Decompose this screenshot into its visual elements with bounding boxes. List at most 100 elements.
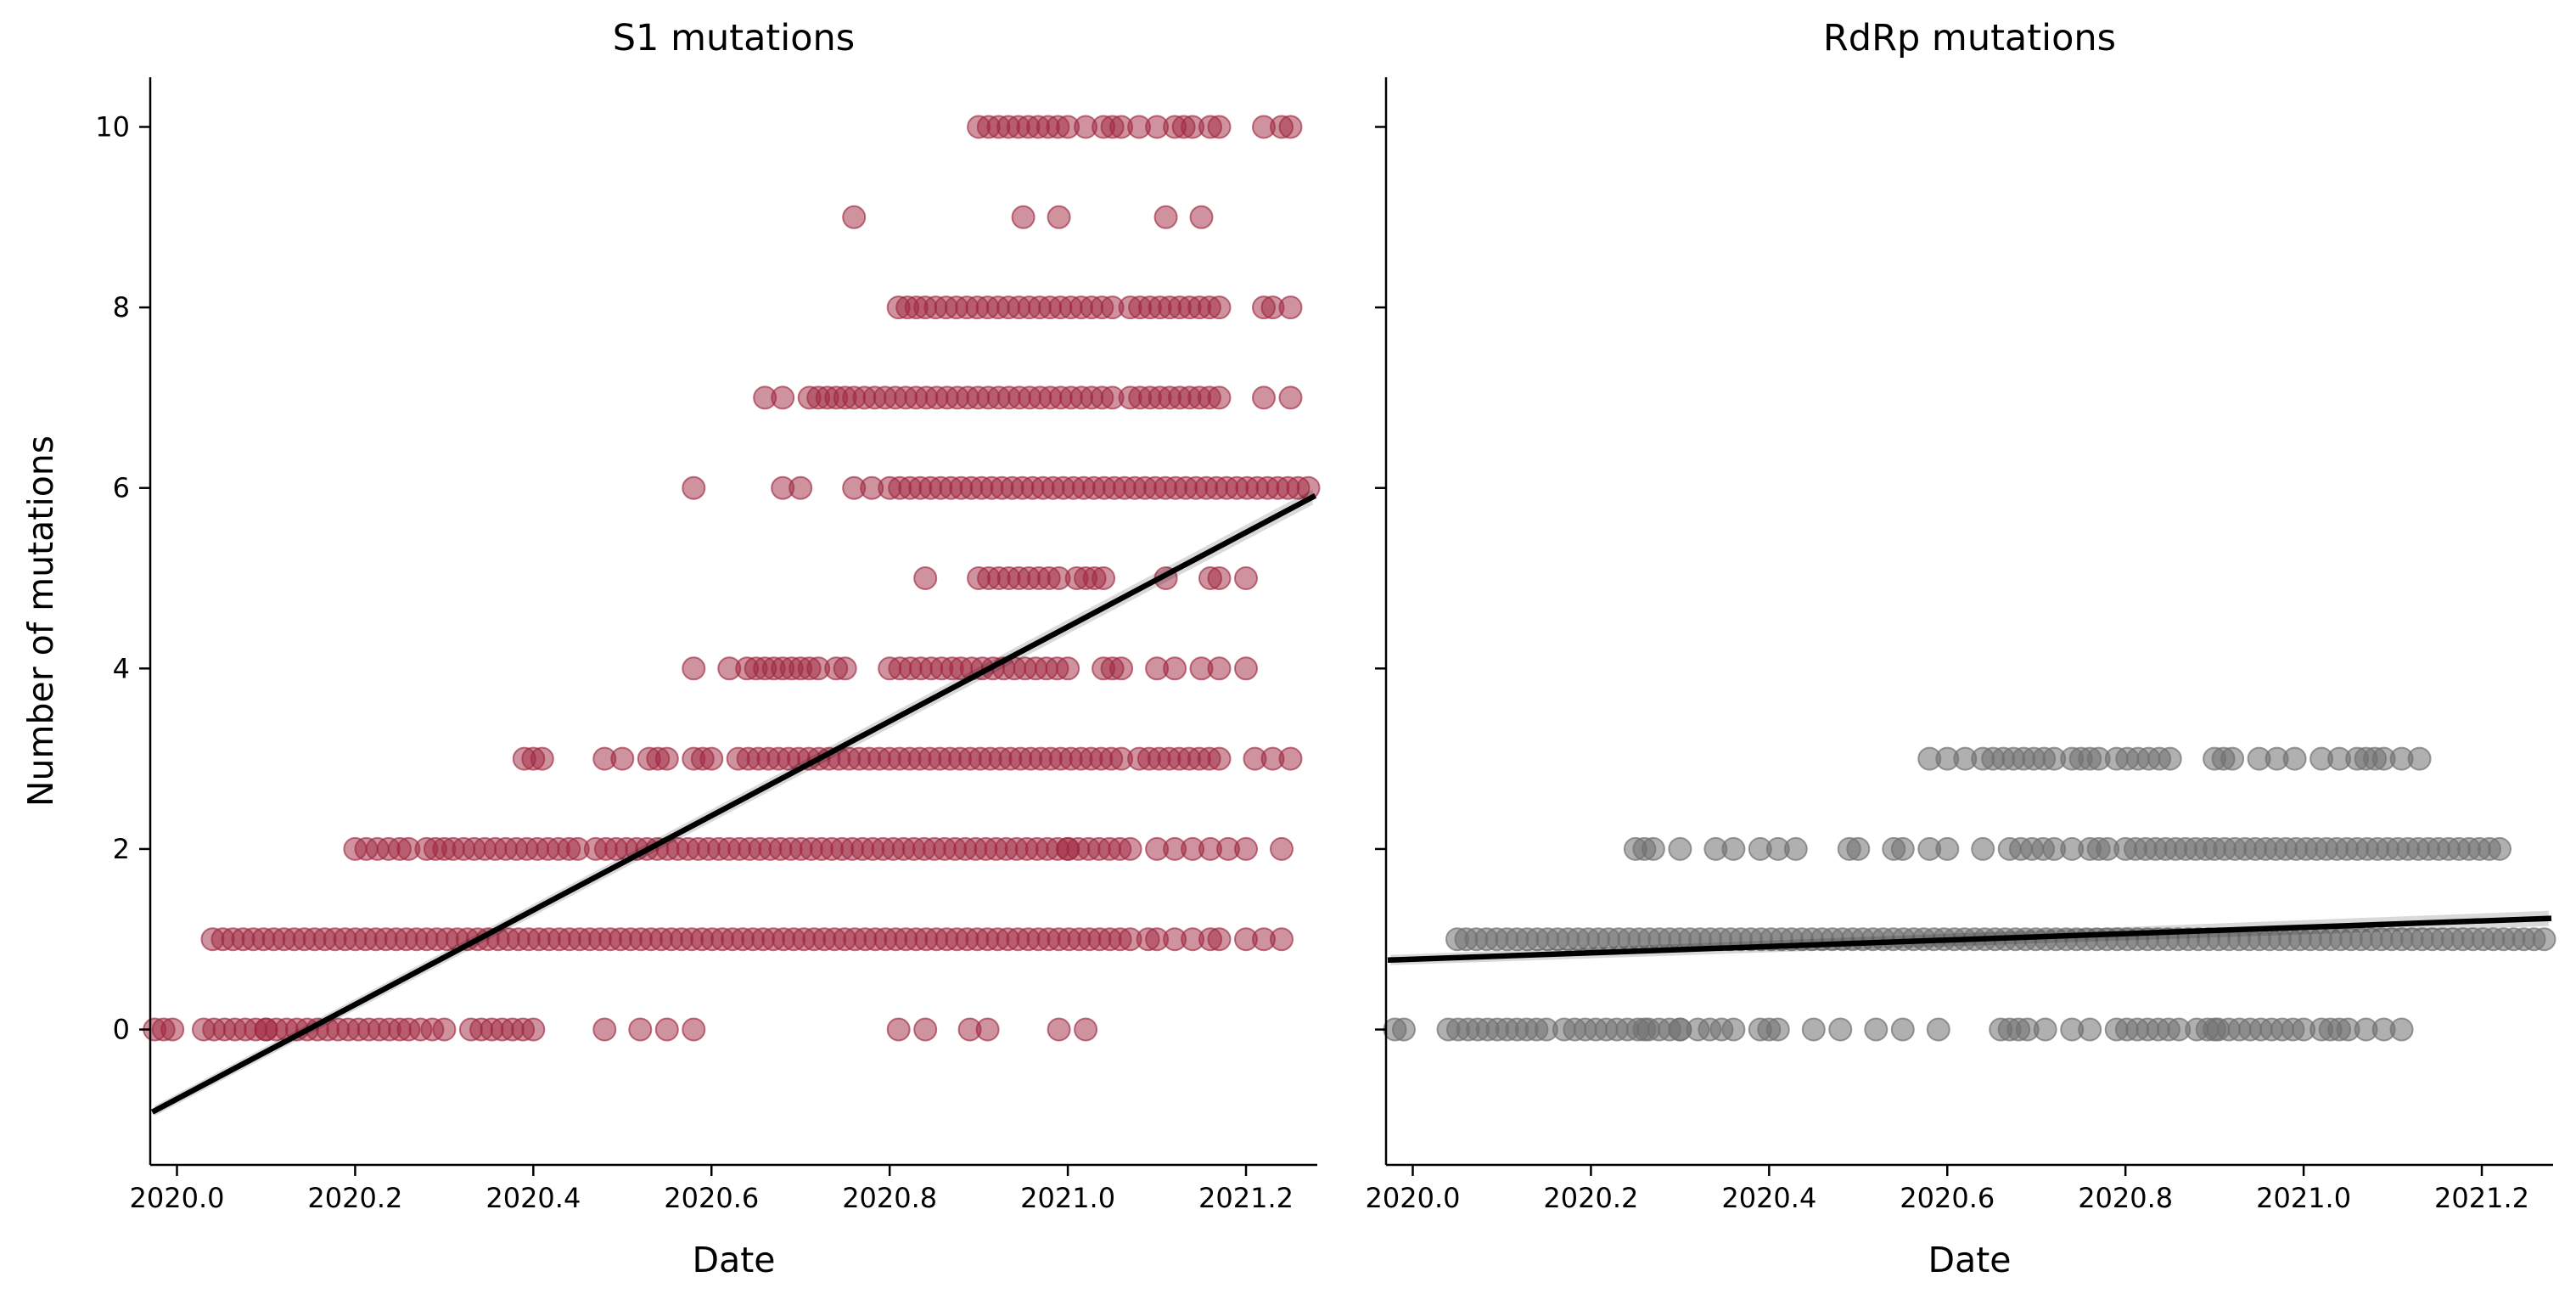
data-point: [1234, 566, 1258, 590]
data-point: [1926, 1017, 1950, 1042]
data-point: [530, 746, 554, 771]
y-axis-label: Number of mutations: [20, 436, 61, 807]
data-point: [886, 1017, 911, 1042]
data-point: [1092, 115, 1116, 139]
scatter-points: [1383, 746, 2556, 1042]
data-point: [1011, 205, 1035, 229]
data-point: [2060, 836, 2085, 861]
data-point: [2532, 927, 2556, 952]
data-point: [860, 475, 884, 500]
data-point: [1846, 836, 1871, 861]
data-point: [1047, 1017, 1071, 1042]
data-point: [1278, 115, 1303, 139]
data-point: [592, 1017, 617, 1042]
data-point: [1270, 927, 1294, 952]
y-tick-label: 10: [95, 110, 130, 143]
data-point: [565, 836, 590, 861]
x-tick-label: 2020.6: [664, 1182, 759, 1214]
data-point: [1668, 1017, 1692, 1042]
data-point: [682, 656, 706, 681]
data-point: [1163, 115, 1187, 139]
x-tick-label: 2021.2: [1198, 1182, 1294, 1214]
y-tick-label: 8: [113, 291, 130, 323]
data-point: [2407, 746, 2432, 771]
data-point: [2086, 746, 2111, 771]
data-point: [1828, 1017, 1853, 1042]
data-point: [1207, 295, 1232, 320]
data-point: [1207, 746, 1232, 771]
data-point: [1163, 656, 1187, 681]
x-tick-label: 2020.2: [1543, 1182, 1638, 1214]
data-point: [610, 746, 635, 771]
data-point: [2389, 1017, 2414, 1042]
data-point: [833, 656, 857, 681]
x-tick-label: 2020.4: [1721, 1182, 1816, 1214]
data-point: [1445, 927, 1469, 952]
data-point: [2327, 746, 2352, 771]
x-tick-label: 2020.0: [130, 1182, 225, 1214]
data-point: [1234, 656, 1258, 681]
data-point: [1278, 746, 1303, 771]
data-point: [1864, 1017, 1889, 1042]
data-point: [1207, 656, 1232, 681]
data-point: [2033, 1017, 2057, 1042]
data-point: [771, 385, 795, 410]
data-point: [160, 1017, 185, 1042]
data-point: [654, 746, 679, 771]
y-tick-label: 0: [113, 1014, 130, 1046]
x-tick-label: 2020.8: [2078, 1182, 2173, 1214]
x-tick-label: 2020.4: [485, 1182, 581, 1214]
data-point: [797, 385, 822, 410]
data-point: [1278, 295, 1303, 320]
x-tick-label: 2020.2: [307, 1182, 402, 1214]
data-point: [654, 1017, 679, 1042]
data-point: [1721, 836, 1746, 861]
data-point: [717, 656, 742, 681]
x-tick-label: 2020.6: [1900, 1182, 1995, 1214]
data-point: [1056, 656, 1080, 681]
data-point: [789, 475, 813, 500]
data-point: [1252, 115, 1276, 139]
data-point: [396, 836, 421, 861]
regression-line: [150, 492, 1317, 1115]
x-axis-label: Date: [1928, 1240, 2012, 1280]
data-point: [2220, 746, 2245, 771]
data-point: [1641, 836, 1665, 861]
data-point: [1278, 385, 1303, 410]
data-point: [1252, 385, 1276, 410]
data-point: [699, 746, 724, 771]
data-point: [1935, 836, 1960, 861]
data-point: [2158, 746, 2182, 771]
x-tick-label: 2020.0: [1366, 1182, 1461, 1214]
data-point: [1953, 746, 1978, 771]
data-point: [628, 1017, 653, 1042]
data-point: [1392, 1017, 1416, 1042]
x-axis-label: Date: [693, 1240, 776, 1280]
data-point: [913, 1017, 938, 1042]
data-point: [913, 566, 938, 590]
data-point: [1109, 656, 1134, 681]
x-tick-label: 2021.2: [2434, 1182, 2529, 1214]
y-tick-label: 2: [113, 833, 130, 865]
data-point: [2203, 1017, 2227, 1042]
data-point: [1047, 205, 1071, 229]
data-point: [806, 656, 831, 681]
x-tick-label: 2021.0: [2256, 1182, 2351, 1214]
data-point: [1207, 115, 1232, 139]
data-point: [1074, 1017, 1098, 1042]
data-point: [1234, 836, 1258, 861]
data-point: [2078, 1017, 2102, 1042]
x-tick-label: 2021.0: [1020, 1182, 1115, 1214]
data-point: [432, 1017, 457, 1042]
data-point: [1721, 1017, 1746, 1042]
x-tick-label: 2020.8: [842, 1182, 937, 1214]
data-point: [1207, 566, 1232, 590]
data-point: [2488, 836, 2511, 861]
data-point: [1801, 1017, 1826, 1042]
data-point: [1632, 1017, 1657, 1042]
data-point: [1189, 205, 1214, 229]
data-point: [771, 656, 795, 681]
y-tick-label: 6: [113, 472, 130, 504]
data-point: [2096, 836, 2120, 861]
